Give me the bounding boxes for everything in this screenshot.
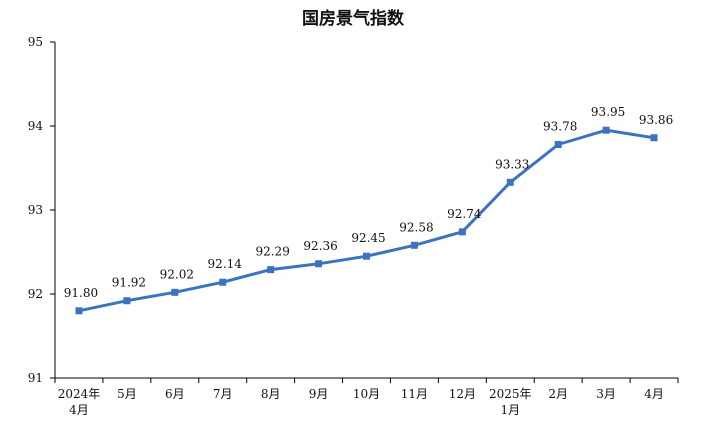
data-label: 92.14 <box>208 257 243 271</box>
data-point <box>219 278 227 286</box>
x-tick-label: 2024年 <box>58 387 101 401</box>
y-tick-label: 93 <box>28 203 43 217</box>
data-point <box>363 252 370 260</box>
x-tick-label: 3月 <box>596 387 616 401</box>
data-point <box>602 126 610 134</box>
y-tick-label: 92 <box>28 287 43 301</box>
axes: 91 92 93 94 95 2024年 4月 5月 6月 7月 8月 9月 10月 11月 12月 2025… <box>28 35 679 417</box>
y-tick-label: 91 <box>28 371 43 385</box>
x-tick-label: 8月 <box>261 387 281 401</box>
series-line <box>77 128 656 313</box>
data-label: 92.45 <box>351 231 385 245</box>
data-label: 92.29 <box>255 245 289 259</box>
x-tick-label: 2025年 <box>489 387 532 401</box>
x-tick-label: 6月 <box>165 387 185 401</box>
x-tick-label: 11月 <box>401 387 428 401</box>
data-labels: 91.80 91.92 92.02 92.14 92.29 92.36 92.45 92.58… <box>64 105 673 300</box>
x-tick-label: 2月 <box>548 387 568 401</box>
data-label: 93.78 <box>543 119 577 133</box>
data-label: 91.92 <box>112 276 146 290</box>
data-label: 93.95 <box>591 105 625 119</box>
chart-title: 国房景气指数 <box>302 8 405 29</box>
data-point <box>267 266 275 274</box>
data-point <box>75 307 83 315</box>
x-tick-label: 4月 <box>69 403 89 417</box>
x-tick-label: 4月 <box>644 387 664 401</box>
y-tick-label: 94 <box>28 119 44 133</box>
data-label: 93.86 <box>639 113 673 127</box>
data-point <box>410 241 418 249</box>
data-point <box>458 228 466 236</box>
data-label: 92.36 <box>303 239 337 253</box>
data-label: 92.58 <box>399 220 433 234</box>
data-label: 92.02 <box>160 267 194 281</box>
x-tick-label: 10月 <box>353 387 380 401</box>
data-point <box>506 178 514 186</box>
x-tick-label: 12月 <box>449 387 476 401</box>
series-layer <box>75 126 658 315</box>
data-point <box>554 140 562 148</box>
y-tick-label: 95 <box>28 35 43 49</box>
data-label: 91.80 <box>64 286 98 300</box>
x-tick-label: 7月 <box>213 387 233 401</box>
data-label: 93.33 <box>495 157 529 171</box>
data-point <box>123 297 131 305</box>
data-point <box>315 260 323 268</box>
x-tick-label: 9月 <box>309 387 329 401</box>
x-tick-label: 5月 <box>117 387 137 401</box>
data-point <box>650 134 658 142</box>
data-label: 92.74 <box>447 207 482 221</box>
x-tick-label: 1月 <box>500 403 520 417</box>
data-point <box>171 288 179 296</box>
